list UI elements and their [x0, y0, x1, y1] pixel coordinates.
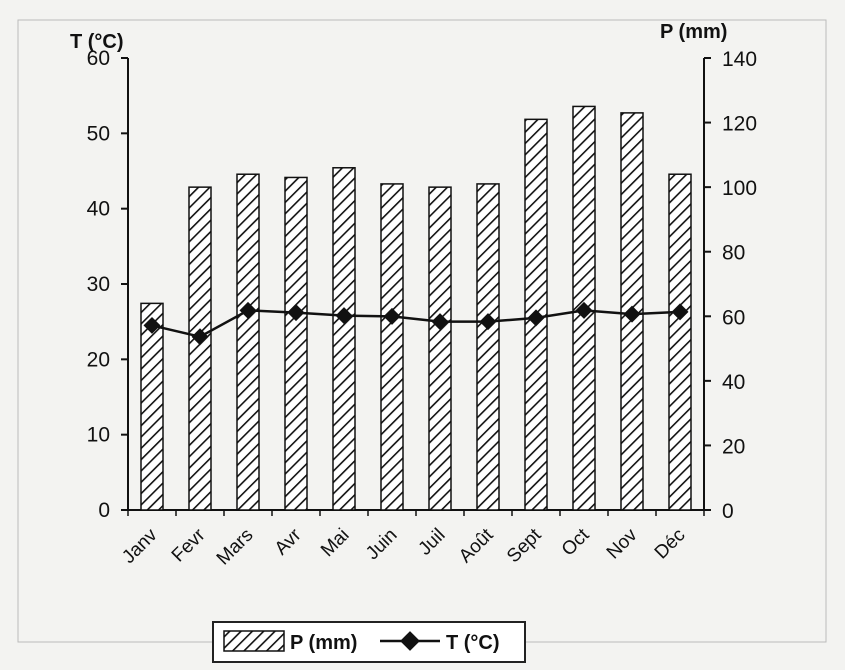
- category-label: Sept: [503, 524, 546, 567]
- point-temperature: [143, 316, 161, 334]
- right-axis-tick-label: 100: [722, 177, 757, 200]
- right-axis-tick-label: 40: [722, 371, 745, 394]
- category-label: Juil: [415, 525, 450, 560]
- legend-marker-temperature: [400, 631, 420, 651]
- point-temperature: [239, 301, 257, 319]
- left-axis-tick-label: 20: [87, 348, 110, 371]
- bar-precipitation: [140, 302, 164, 511]
- bar-precipitation: [284, 176, 308, 511]
- point-temperature: [431, 313, 449, 331]
- left-axis-tick-label: 10: [87, 424, 110, 447]
- category-label: Juin: [362, 525, 401, 564]
- legend-label-temperature: T (°C): [446, 632, 500, 654]
- right-axis-tick-label: 60: [722, 306, 745, 329]
- point-temperature: [191, 328, 209, 346]
- point-temperature: [527, 309, 545, 327]
- bar-precipitation: [236, 173, 260, 511]
- point-temperature: [671, 303, 689, 321]
- right-axis-tick-label: 80: [722, 242, 745, 265]
- point-temperature: [335, 307, 353, 325]
- left-axis-tick-label: 60: [87, 47, 110, 70]
- point-temperature: [575, 301, 593, 319]
- bar-precipitation: [428, 186, 452, 511]
- left-axis-tick-label: 30: [87, 273, 110, 296]
- category-label: Mai: [317, 525, 354, 562]
- category-label: Mars: [213, 525, 258, 570]
- point-temperature: [287, 304, 305, 322]
- bar-precipitation: [332, 167, 356, 511]
- category-label: Déc: [651, 525, 690, 564]
- left-axis-tick-label: 50: [87, 122, 110, 145]
- category-label: Oct: [558, 524, 594, 560]
- bar-precipitation: [668, 173, 692, 511]
- bar-precipitation: [476, 183, 500, 511]
- right-axis-title: P (mm): [660, 21, 727, 43]
- right-axis-tick-label: 0: [722, 500, 734, 523]
- point-temperature: [383, 307, 401, 325]
- left-axis-title: T (°C): [70, 31, 124, 53]
- category-label: Avr: [271, 524, 306, 559]
- left-axis-tick-label: 0: [98, 499, 110, 522]
- line-temperature: [151, 309, 681, 339]
- category-label: Août: [455, 524, 498, 567]
- category-label: Nov: [603, 524, 642, 563]
- bar-precipitation: [380, 183, 404, 511]
- bar-precipitation: [188, 186, 212, 511]
- point-temperature: [479, 313, 497, 331]
- category-label: Janv: [118, 524, 162, 568]
- legend-label-precipitation: P (mm): [290, 632, 357, 654]
- category-label: Fevr: [168, 524, 210, 566]
- right-axis-tick-label: 120: [722, 113, 757, 136]
- legend-swatch-precipitation: [223, 630, 285, 652]
- point-temperature: [623, 305, 641, 323]
- right-axis-tick-label: 20: [722, 435, 745, 458]
- legend: P (mm) T (°C): [212, 621, 526, 663]
- right-axis-tick-label: 140: [722, 48, 757, 71]
- left-axis-tick-label: 40: [87, 198, 110, 221]
